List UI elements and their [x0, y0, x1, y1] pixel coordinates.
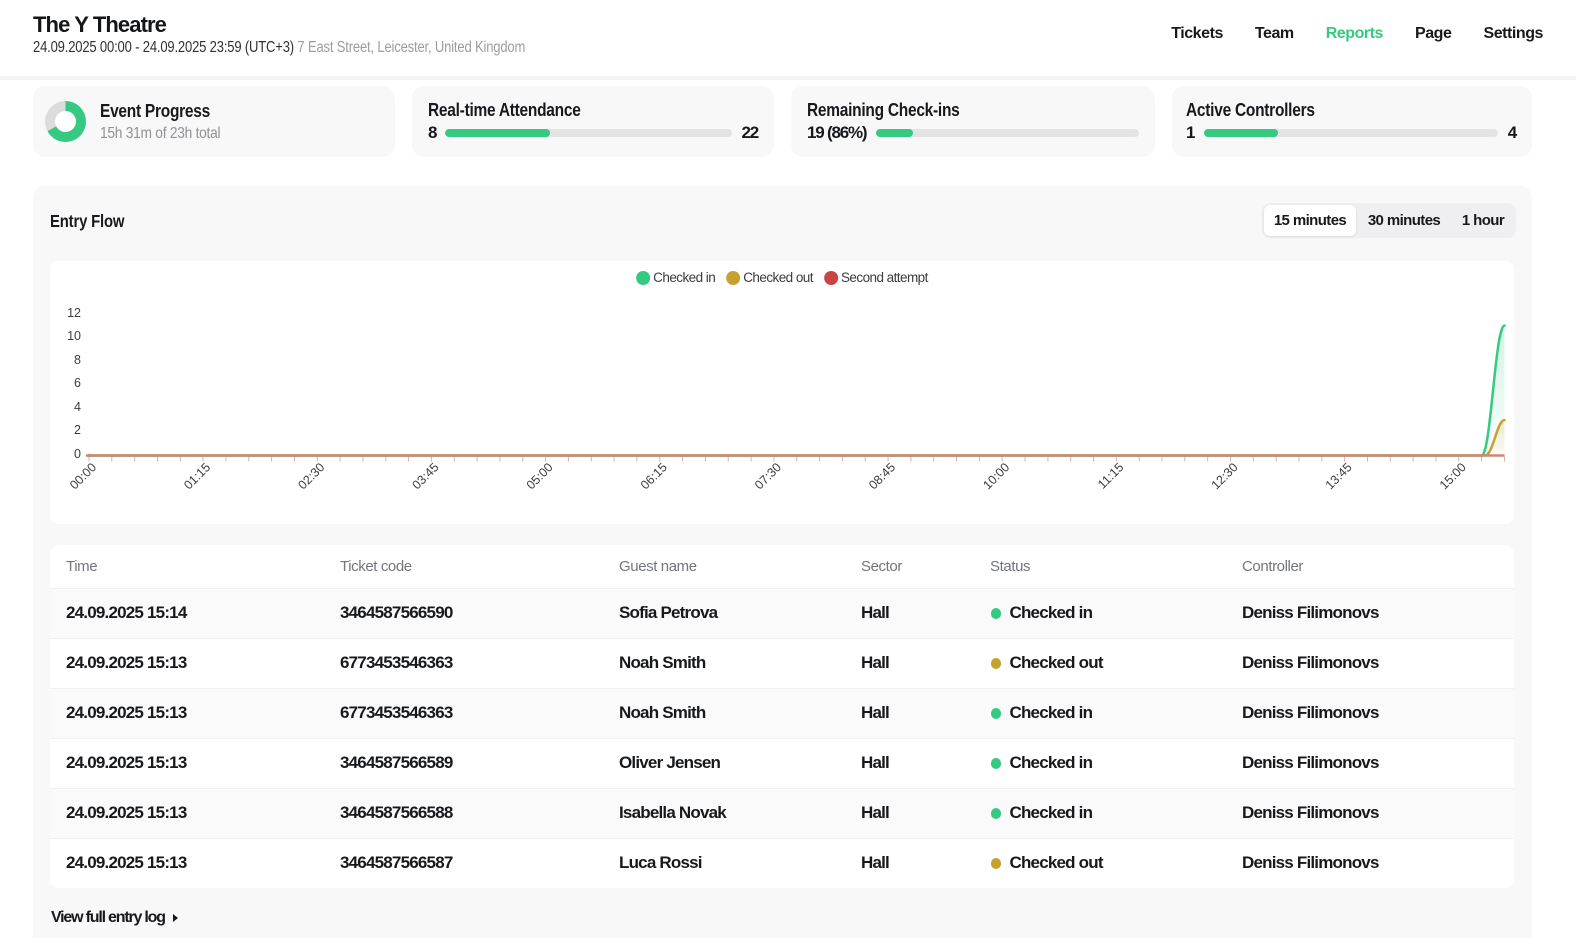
svg-text:12: 12: [67, 306, 81, 320]
svg-text:10:00: 10:00: [980, 460, 1012, 492]
svg-text:03:45: 03:45: [410, 460, 442, 492]
svg-text:01:15: 01:15: [181, 460, 213, 492]
svg-text:00:00: 00:00: [67, 460, 99, 492]
svg-text:13:45: 13:45: [1323, 460, 1355, 492]
svg-text:12:30: 12:30: [1209, 460, 1241, 492]
svg-text:6: 6: [74, 376, 81, 390]
svg-text:07:30: 07:30: [752, 460, 784, 492]
svg-text:15:00: 15:00: [1437, 460, 1469, 492]
svg-text:2: 2: [74, 423, 81, 437]
svg-text:11:15: 11:15: [1095, 460, 1126, 491]
svg-text:4: 4: [74, 400, 81, 414]
svg-text:0: 0: [74, 447, 81, 461]
svg-text:8: 8: [74, 353, 81, 367]
svg-text:08:45: 08:45: [866, 460, 898, 492]
svg-text:05:00: 05:00: [524, 460, 556, 492]
svg-text:06:15: 06:15: [638, 460, 670, 492]
svg-text:10: 10: [67, 329, 81, 343]
svg-text:02:30: 02:30: [295, 460, 327, 492]
